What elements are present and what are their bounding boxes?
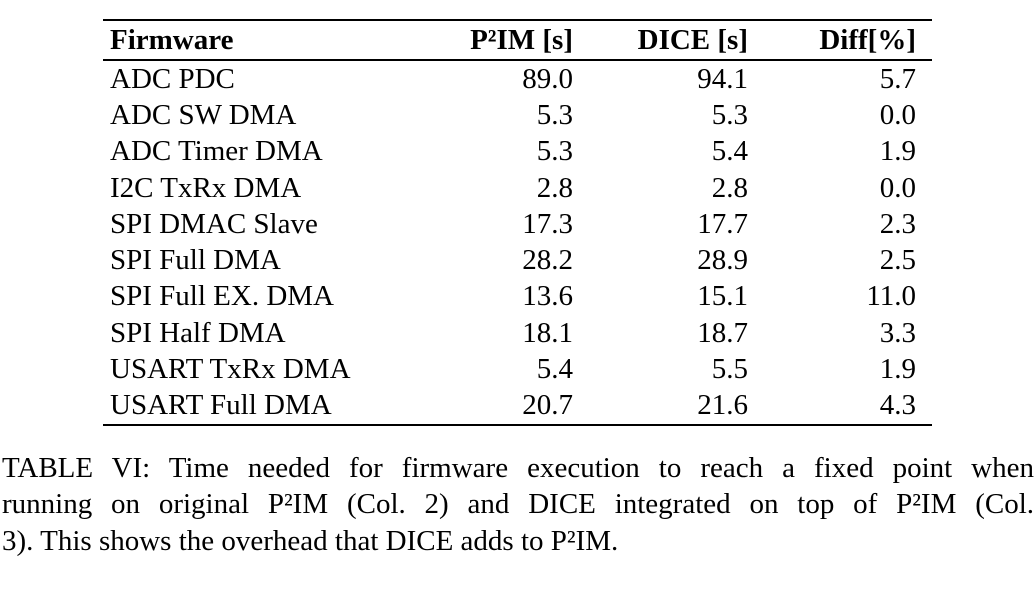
table-row: USART TxRx DMA 5.4 5.5 1.9: [103, 351, 932, 387]
cell-p2im-seconds: 28.2: [522, 244, 573, 277]
cell-firmware: USART Full DMA: [110, 389, 332, 422]
cell-dice-seconds: 28.9: [697, 244, 748, 277]
cell-p2im-seconds: 5.3: [536, 135, 573, 168]
cell-dice-seconds: 94.1: [697, 62, 748, 95]
table-row: SPI Full DMA 28.2 28.9 2.5: [103, 242, 932, 278]
table-row: USART Full DMA 20.7 21.6 4.3: [103, 388, 932, 425]
column-header-p2im-seconds: P²IM [s]: [470, 23, 573, 56]
cell-p2im-seconds: 89.0: [522, 62, 573, 95]
cell-firmware: ADC Timer DMA: [110, 135, 323, 168]
table-row: SPI Half DMA 18.1 18.7 3.3: [103, 315, 932, 351]
cell-dice-seconds: 18.7: [697, 316, 748, 349]
cell-diff-percent: 1.9: [879, 353, 916, 386]
table-row: ADC PDC 89.0 94.1 5.7: [103, 60, 932, 97]
column-header-dice-seconds: DICE [s]: [637, 23, 748, 56]
cell-firmware: SPI Half DMA: [110, 316, 286, 349]
table-row: I2C TxRx DMA 2.8 2.8 0.0: [103, 170, 932, 206]
table-row: SPI DMAC Slave 17.3 17.7 2.3: [103, 206, 932, 242]
table-header-row: Firmware P²IM [s] DICE [s] Diff[%]: [103, 20, 932, 60]
caption-line: 3). This shows the overhead that DICE ad…: [2, 524, 619, 557]
table-row: ADC Timer DMA 5.3 5.4 1.9: [103, 134, 932, 170]
table-row: SPI Full EX. DMA 13.6 15.1 11.0: [103, 279, 932, 315]
cell-p2im-seconds: 20.7: [522, 389, 573, 422]
cell-firmware: SPI Full EX. DMA: [110, 280, 334, 313]
cell-dice-seconds: 2.8: [711, 171, 748, 204]
column-header-diff-percent: Diff[%]: [819, 23, 916, 56]
cell-dice-seconds: 5.5: [711, 353, 748, 386]
table-caption: TABLE VI: Time needed for firmware execu…: [2, 450, 1034, 560]
cell-firmware: ADC SW DMA: [110, 98, 297, 131]
cell-p2im-seconds: 5.4: [536, 353, 573, 386]
cell-firmware: I2C TxRx DMA: [110, 171, 302, 204]
column-header-firmware: Firmware: [110, 23, 234, 56]
cell-p2im-seconds: 2.8: [536, 171, 573, 204]
cell-p2im-seconds: 18.1: [522, 316, 573, 349]
cell-p2im-seconds: 13.6: [522, 280, 573, 313]
cell-firmware: ADC PDC: [110, 62, 235, 95]
cell-diff-percent: 0.0: [879, 171, 916, 204]
cell-dice-seconds: 5.4: [711, 135, 748, 168]
cell-diff-percent: 5.7: [879, 62, 916, 95]
table-row: ADC SW DMA 5.3 5.3 0.0: [103, 97, 932, 133]
cell-diff-percent: 0.0: [879, 98, 916, 131]
cell-diff-percent: 2.5: [879, 244, 916, 277]
cell-dice-seconds: 15.1: [697, 280, 748, 313]
cell-firmware: SPI DMAC Slave: [110, 207, 318, 240]
caption-line: TABLE VI: Time needed for firmware execu…: [2, 451, 1034, 484]
cell-diff-percent: 2.3: [879, 207, 916, 240]
results-table: Firmware P²IM [s] DICE [s] Diff[%] ADC P…: [103, 19, 932, 426]
cell-dice-seconds: 21.6: [697, 389, 748, 422]
cell-p2im-seconds: 5.3: [536, 98, 573, 131]
cell-diff-percent: 1.9: [879, 135, 916, 168]
cell-diff-percent: 4.3: [879, 389, 916, 422]
cell-firmware: SPI Full DMA: [110, 244, 281, 277]
cell-diff-percent: 11.0: [866, 280, 916, 313]
cell-diff-percent: 3.3: [879, 316, 916, 349]
cell-dice-seconds: 5.3: [711, 98, 748, 131]
cell-dice-seconds: 17.7: [697, 207, 748, 240]
cell-p2im-seconds: 17.3: [522, 207, 573, 240]
cell-firmware: USART TxRx DMA: [110, 353, 351, 386]
caption-line: running on original P²IM (Col. 2) and DI…: [2, 488, 1034, 521]
